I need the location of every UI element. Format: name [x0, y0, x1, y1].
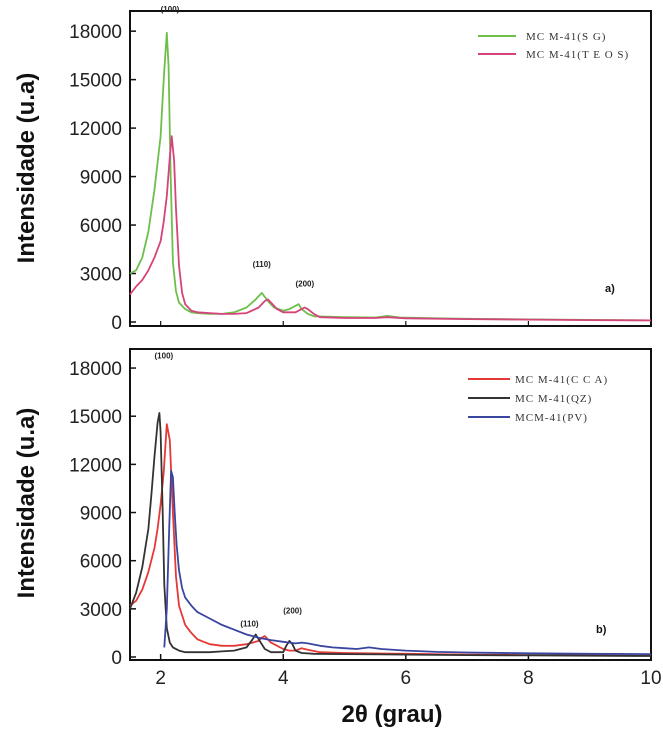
legend-b-qz-label: MC M-41(QZ)	[515, 393, 592, 405]
series-line-0-1	[129, 135, 652, 322]
panel-a-x-ticks	[160, 321, 652, 326]
peak-label: (110)	[240, 620, 259, 629]
x-tick-label: 4	[278, 668, 289, 689]
y-tick-label: 18000	[69, 359, 122, 380]
legend-a-teos-label: MC M-41(T E O S)	[526, 49, 629, 61]
legend-b-pv-label: MCM-41(PV)	[515, 412, 588, 424]
y-tick-label: 12000	[69, 455, 122, 476]
panel-b-legend: MC M-41(C C A) MC M-41(QZ) MCM-41(PV)	[468, 374, 608, 424]
panel-a-frame	[129, 10, 652, 327]
series-line-1-0	[129, 423, 652, 657]
panel-b-annotations: (100) (110) (200)	[155, 351, 303, 628]
y-tick-label: 0	[111, 648, 122, 669]
x-tick-label: 2	[155, 668, 166, 689]
y-tick-label: 18000	[69, 22, 122, 43]
series-line-1-2	[163, 469, 652, 655]
y-tick-label: 6000	[80, 552, 122, 573]
panel-a-annotations: (100) (110) (200)	[161, 5, 315, 289]
panel-a-ylabel: Intensidade (u.a)	[13, 73, 40, 264]
panel-b-label: b)	[596, 624, 607, 636]
y-tick-label: 9000	[80, 168, 122, 189]
legend-a-sg-label: MC M-41(S G)	[526, 31, 606, 43]
y-tick-label: 3000	[80, 600, 122, 621]
panel-b-series	[129, 412, 652, 657]
x-axis-title: 2θ (grau)	[342, 701, 443, 728]
y-tick-label: 15000	[69, 407, 122, 428]
peak-label: (100)	[155, 351, 174, 360]
y-tick-label: 15000	[69, 71, 122, 92]
y-tick-label: 6000	[80, 216, 122, 237]
panel-b-y-ticks: 0 3000 6000 9000 12000 15000 18000	[69, 359, 136, 669]
panel-a-series	[129, 31, 652, 322]
peak-label: (100)	[161, 5, 180, 14]
x-tick-label: 8	[523, 668, 534, 689]
panel-b-ylabel: Intensidade (u.a)	[13, 408, 40, 599]
peak-label: (110)	[253, 260, 272, 269]
panel-a-legend: MC M-41(S G) MC M-41(T E O S)	[478, 31, 629, 61]
peak-label: (200)	[283, 607, 302, 616]
panel-b-x-ticks: 2 4 6 8 10	[155, 654, 662, 689]
y-tick-label: 12000	[69, 119, 122, 140]
series-line-1-1	[129, 412, 652, 657]
y-tick-label: 0	[111, 313, 122, 334]
peak-label: (200)	[295, 279, 314, 288]
panel-a-y-ticks: 0 3000 6000 9000 12000 15000 18000	[69, 22, 136, 334]
x-tick-label: 6	[401, 668, 412, 689]
panel-b: 0 3000 6000 9000 12000 15000 18000 2 4 6 8 10 (100…	[13, 348, 662, 728]
panel-a-label: a)	[605, 283, 615, 295]
x-tick-label: 10	[640, 668, 661, 689]
panel-b-frame	[129, 348, 652, 661]
y-tick-label: 3000	[80, 265, 122, 286]
y-tick-label: 9000	[80, 504, 122, 525]
legend-b-cca-label: MC M-41(C C A)	[515, 374, 608, 386]
